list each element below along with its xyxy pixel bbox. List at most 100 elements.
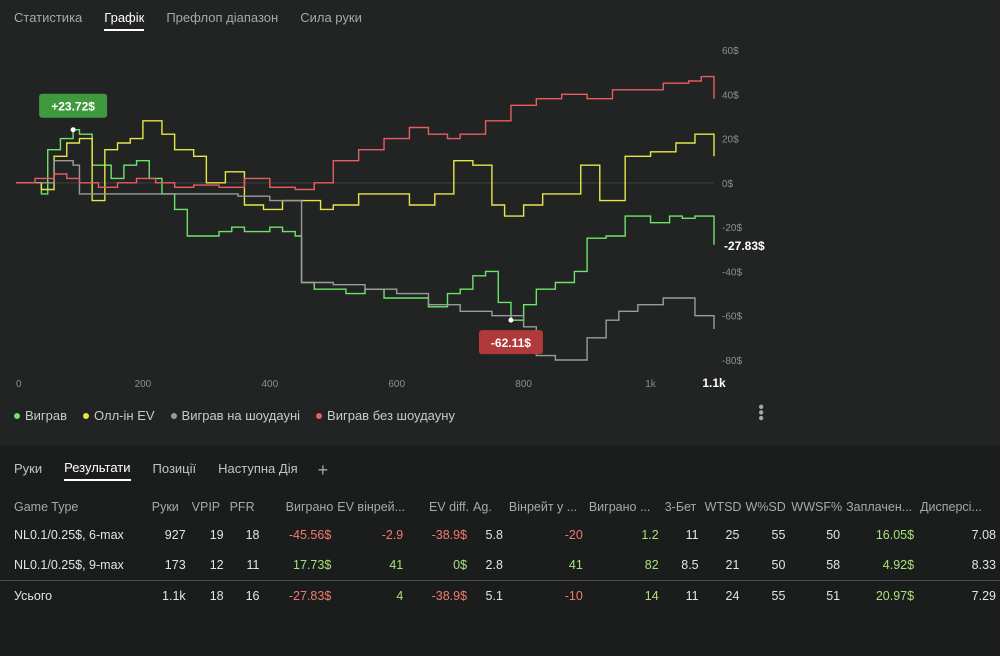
max-annotation-label: +23.72$: [51, 100, 95, 114]
y-tick-label: 20$: [722, 135, 739, 146]
graph-panel: Статистика Графік Префлоп діапазон Сила …: [0, 10, 1000, 423]
series-line: [16, 120, 715, 217]
legend-dot: [14, 412, 20, 419]
cell-aggression: 5.1: [471, 580, 507, 611]
legend-label: Виграв: [25, 408, 68, 423]
column-header[interactable]: EV diff.: [428, 500, 470, 514]
column-header[interactable]: Виграно ...: [588, 500, 651, 514]
tab-graph[interactable]: Графік: [104, 10, 145, 31]
cell-won: -45.56$: [288, 528, 332, 542]
cell-variance: 7.08: [971, 528, 996, 542]
cell-vpip: 19: [209, 528, 224, 542]
cell-total-label: Усього: [0, 580, 150, 611]
x-tick-label: 800: [515, 379, 532, 390]
column-header[interactable]: PFR: [229, 500, 255, 514]
results-panel: Руки Результати Позиції Наступна Дія + G…: [0, 446, 1000, 656]
column-header[interactable]: Вінрейт у ...: [508, 500, 578, 514]
column-header[interactable]: EV вінрей...: [337, 500, 406, 514]
cell-wwsf: 51: [789, 580, 845, 611]
cell-wtsd: 25: [725, 528, 740, 542]
cell-ev-winrate: -2.9: [381, 528, 404, 542]
cell-aggression: 2.8: [485, 558, 503, 572]
min-annotation-label: -62.11$: [491, 336, 531, 350]
cell-variance: 7.29: [918, 580, 1000, 611]
cell-pfr: 11: [246, 558, 260, 572]
series-line: [16, 75, 715, 191]
end-value-label: -27.83$: [724, 239, 765, 253]
cell-won: 17.73$: [293, 558, 332, 572]
tab-positions[interactable]: Позиції: [152, 461, 197, 476]
cell-hands: 1.1k: [149, 580, 190, 611]
cell-ev-diff: -38.9$: [407, 580, 472, 611]
cell-rake-paid: 16.05$: [875, 528, 915, 542]
column-header[interactable]: Заплачен...: [846, 500, 913, 514]
column-header[interactable]: VPIP: [191, 500, 221, 514]
column-header[interactable]: Дисперсі...: [920, 500, 982, 514]
table-row[interactable]: NL0.1/0.25$, 6-max 927 19 18 -45.56$ -2.…: [0, 520, 1000, 550]
legend-item-showdown[interactable]: Виграв на шоудауні: [170, 408, 301, 423]
table-header-row: Game Type Руки VPIP PFR Виграно EV вінре…: [0, 494, 1000, 520]
legend-label: Виграв на шоудауні: [181, 408, 301, 423]
cell-pfr: 18: [245, 528, 260, 542]
cell-3bet: 11: [685, 528, 699, 542]
winnings-chart: 60$ 40$ 20$ 0$ -20$ -40$ -60$ -80$ 0 200 400 600 800…: [0, 40, 1000, 400]
stats-tabs: Статистика Графік Префлоп діапазон Сила …: [14, 10, 362, 31]
tab-preflop-range[interactable]: Префлоп діапазон: [166, 10, 279, 25]
chart-svg: 60$ 40$ 20$ 0$ -20$ -40$ -60$ -80$ 0 200 400 600 800…: [16, 46, 765, 390]
column-header[interactable]: W%SD: [745, 500, 786, 514]
column-header[interactable]: Ag.: [473, 500, 492, 514]
cell-pfr: 16: [227, 580, 264, 611]
y-tick-label: 0$: [722, 179, 734, 190]
column-header[interactable]: Виграно: [285, 500, 334, 514]
cell-game-type: NL0.1/0.25$, 6-max: [14, 528, 124, 542]
tab-results[interactable]: Результати: [64, 460, 131, 481]
series-line: [16, 160, 715, 361]
table-total-row[interactable]: Усього 1.1k 18 16 -27.83$ 4 -38.9$ 5.1 -…: [0, 580, 1000, 611]
legend-label: Олл-ін EV: [94, 408, 155, 423]
x-tick-label: 1k: [645, 379, 657, 390]
y-tick-label: -60$: [722, 312, 742, 323]
x-tick-label: 600: [388, 379, 405, 390]
cell-winrate: -10: [506, 580, 587, 611]
cell-wsd: 55: [743, 580, 790, 611]
x-tick-label: 400: [261, 379, 278, 390]
tab-statistics[interactable]: Статистика: [14, 10, 83, 25]
legend-dot: [316, 412, 323, 419]
legend-item-allin-ev[interactable]: Олл-ін EV: [83, 408, 155, 423]
legend-item-non-showdown[interactable]: Виграв без шоудауну: [316, 408, 455, 423]
column-header[interactable]: WTSD: [704, 500, 742, 514]
y-tick-label: -20$: [722, 223, 742, 234]
cell-rake-paid: 20.97$: [844, 580, 919, 611]
max-annotation-box: [39, 93, 108, 118]
table-row[interactable]: NL0.1/0.25$, 9-max 173 12 11 17.73$ 41 0…: [0, 550, 1000, 581]
y-tick-label: 60$: [722, 46, 739, 57]
column-header[interactable]: Руки: [151, 500, 179, 514]
legend-label: Виграв без шоудауну: [327, 408, 455, 423]
legend-dot: [83, 412, 90, 419]
legend-item-won[interactable]: Виграв: [14, 408, 67, 423]
y-tick-label: -80$: [722, 356, 742, 367]
more-options-icon[interactable]: •••: [752, 404, 769, 421]
y-tick-label: -40$: [722, 267, 742, 278]
max-point-marker: [70, 127, 76, 133]
legend-dot: [170, 412, 177, 419]
cell-game-type: NL0.1/0.25$, 9-max: [14, 558, 124, 572]
column-header[interactable]: 3-Бет: [664, 500, 697, 514]
cell-won-2: 82: [644, 558, 659, 572]
cell-wsd: 50: [771, 558, 786, 572]
tab-next-action[interactable]: Наступна Дія: [218, 461, 298, 476]
results-tabs: Руки Результати Позиції Наступна Дія +: [14, 460, 328, 481]
x-tick-label: 0: [16, 379, 22, 390]
cell-ev-winrate: 41: [389, 558, 404, 572]
column-header[interactable]: WWSF%: [791, 500, 843, 514]
column-header[interactable]: Game Type: [14, 500, 79, 514]
y-tick-label: 40$: [722, 90, 739, 101]
tab-hand-strength[interactable]: Сила руки: [300, 10, 362, 25]
add-tab-icon[interactable]: +: [317, 460, 329, 480]
cell-ev-diff: -38.9$: [431, 528, 468, 542]
series-line: [16, 129, 715, 321]
cell-wtsd: 24: [702, 580, 744, 611]
tab-hands[interactable]: Руки: [14, 461, 43, 476]
cell-3bet: 11: [662, 580, 703, 611]
cell-won: -27.83$: [263, 580, 336, 611]
